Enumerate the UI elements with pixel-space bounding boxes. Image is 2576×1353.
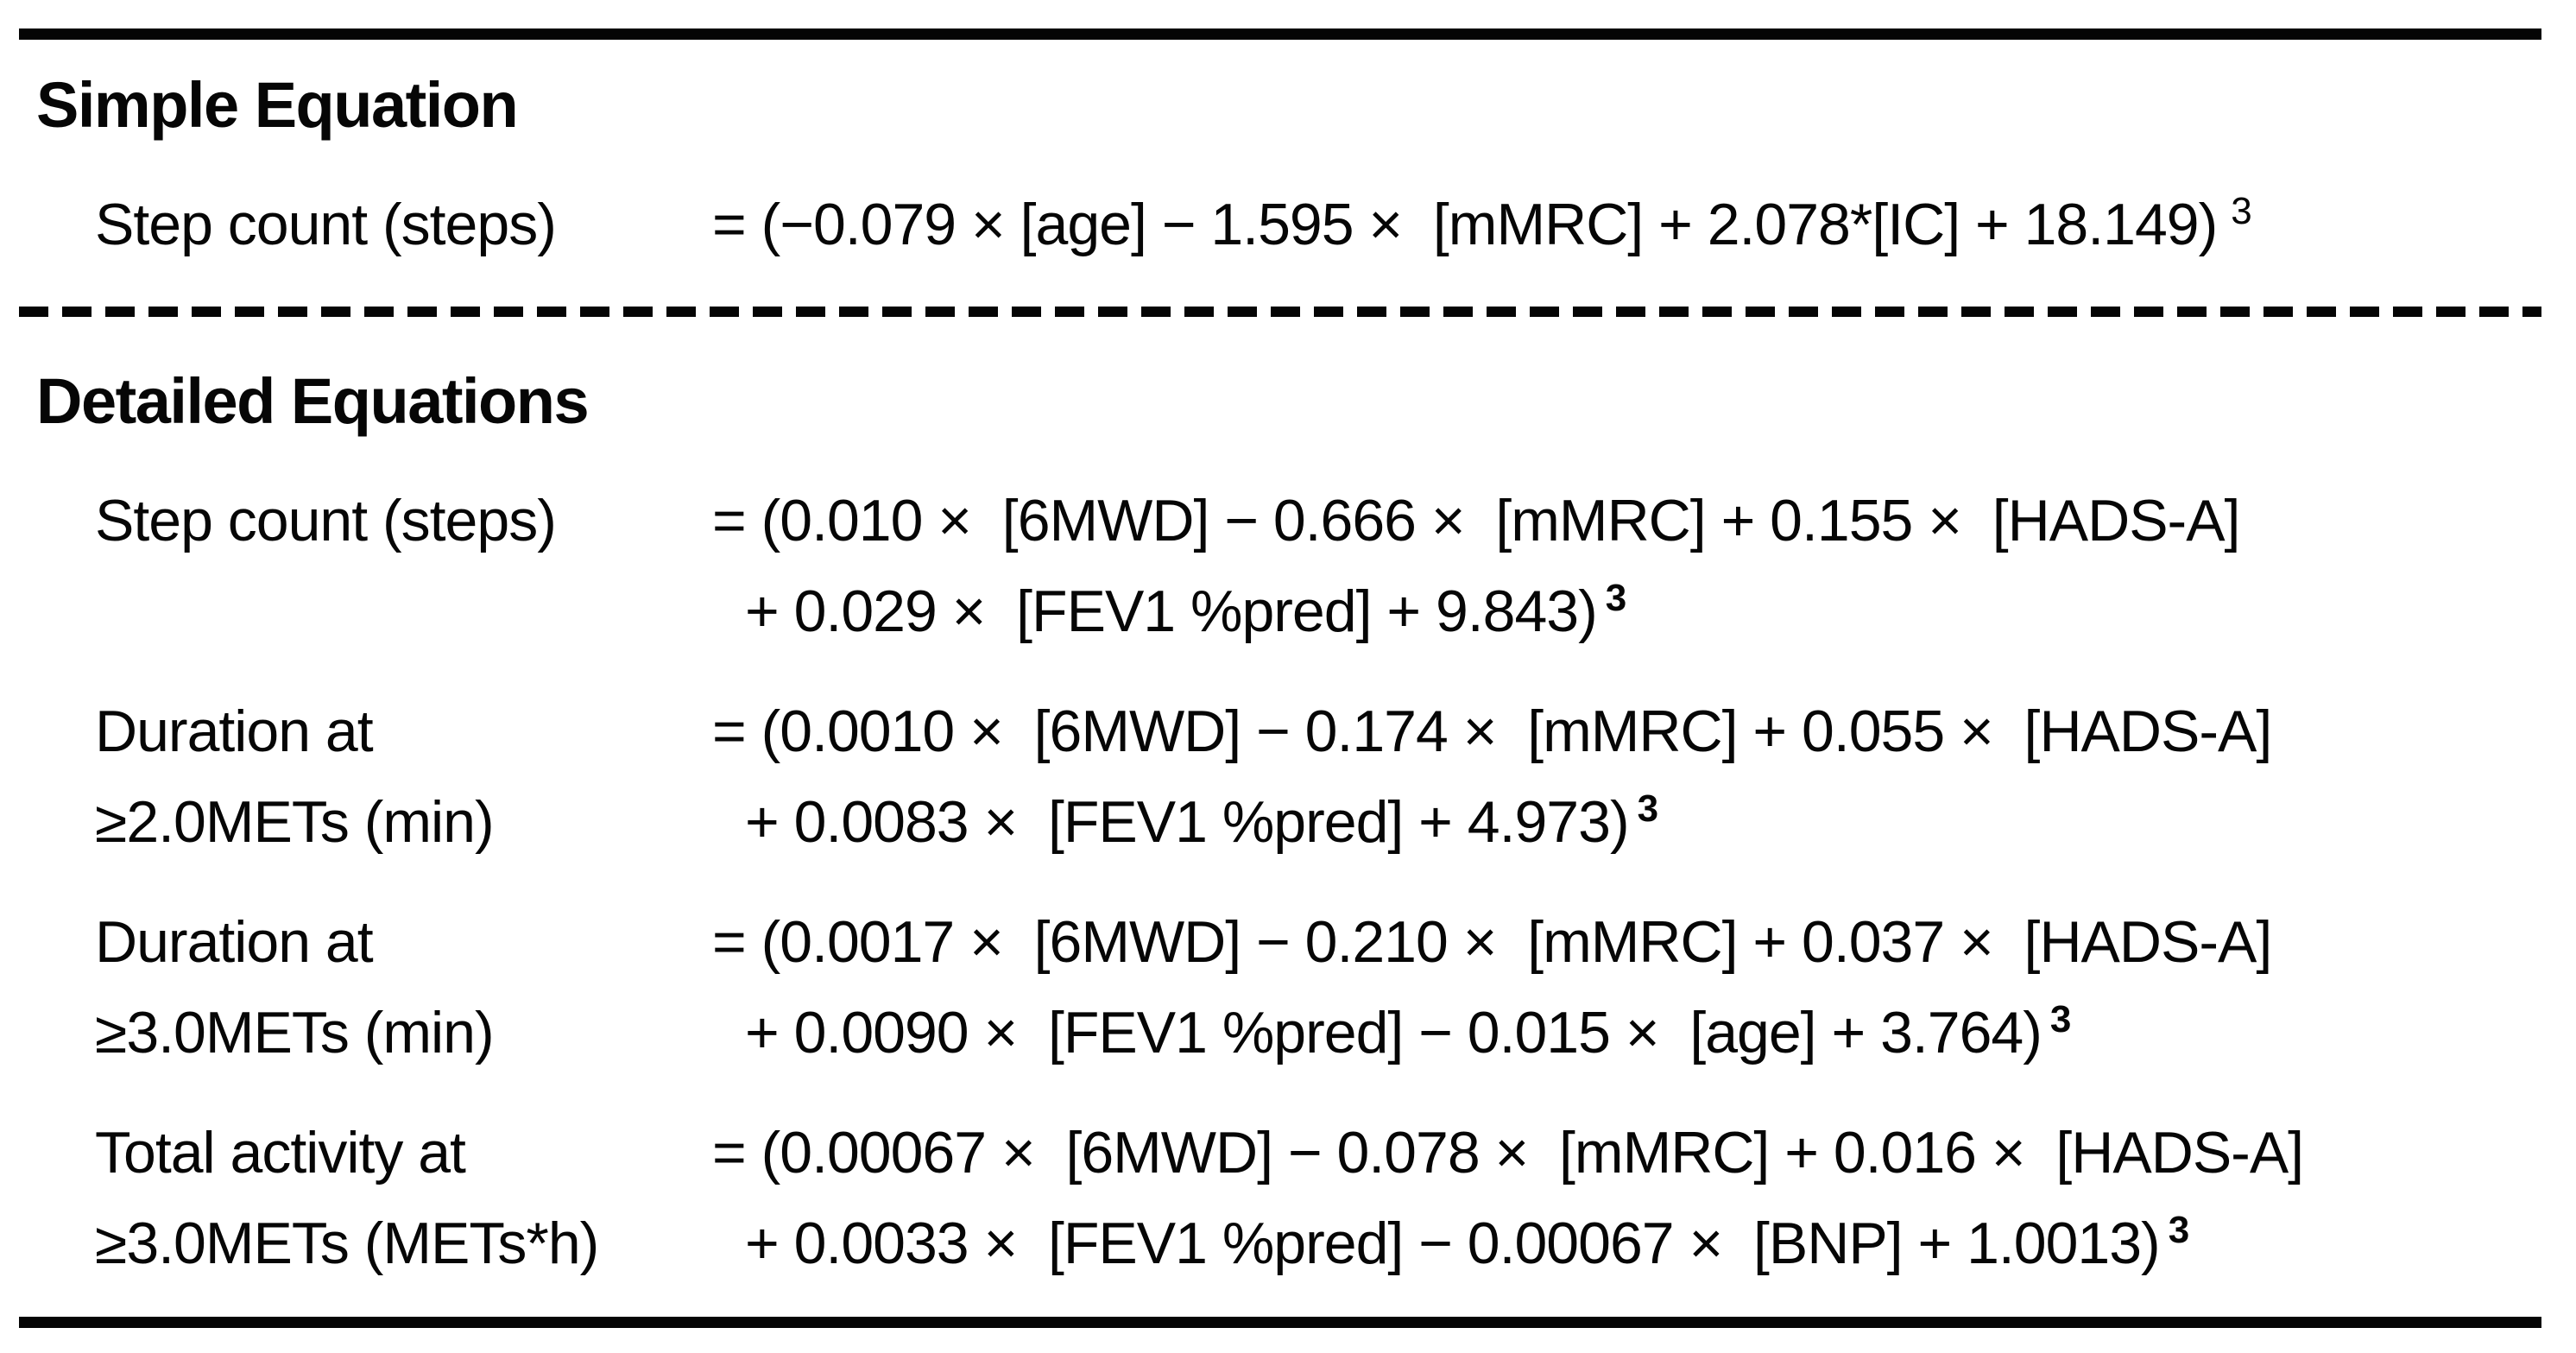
equation-row-step-count-simple: Step count (steps) = (−0.079 × [age] − 1… — [95, 180, 2541, 270]
equation-line: = (0.010 × [6MWD] − 0.666 × [mMRC] + 0.1… — [712, 476, 2541, 566]
equation-text: + 0.0090 × [FEV1 %pred] − 0.015 × [age] … — [745, 1000, 2042, 1065]
equation-row-duration-2mets: Duration at ≥2.0METs (min) = (0.0010 × [… — [95, 686, 2541, 868]
equation-row-duration-3mets: Duration at ≥3.0METs (min) = (0.0017 × [… — [95, 897, 2541, 1078]
outcome-label-line: Total activity at — [95, 1120, 466, 1185]
cube-exponent: 3 — [2168, 1209, 2190, 1252]
equation-line: = (0.0017 × [6MWD] − 0.210 × [mMRC] + 0.… — [712, 897, 2541, 988]
outcome-label: Duration at ≥2.0METs (min) — [95, 686, 712, 868]
equation-text: = (0.010 × [6MWD] − 0.666 × [mMRC] + 0.1… — [712, 488, 2240, 553]
outcome-label-line: Duration at — [95, 909, 374, 975]
outcome-label: Step count (steps) — [95, 180, 712, 270]
outcome-label: Step count (steps) — [95, 476, 712, 566]
equation-text: + 0.0083 × [FEV1 %pred] + 4.973) — [745, 789, 1630, 855]
equation-expression: = (−0.079 × [age] − 1.595 × [mMRC] + 2.0… — [712, 180, 2541, 270]
cube-exponent: 3 — [2231, 190, 2252, 233]
simple-equation-section: Simple Equation Step count (steps) = (−0… — [19, 66, 2541, 270]
equation-line: = (−0.079 × [age] − 1.595 × [mMRC] + 2.0… — [712, 180, 2541, 270]
bottom-rule — [19, 1317, 2541, 1328]
outcome-label-line: ≥2.0METs (min) — [95, 789, 495, 855]
equation-text: = (−0.079 × [age] − 1.595 × [mMRC] + 2.0… — [712, 192, 2218, 257]
equation-text: + 0.029 × [FEV1 %pred] + 9.843) — [745, 579, 1598, 644]
equation-line: = (0.00067 × [6MWD] − 0.078 × [mMRC] + 0… — [712, 1108, 2541, 1198]
equation-row-total-activity: Total activity at ≥3.0METs (METs*h) = (0… — [95, 1108, 2541, 1289]
cube-exponent: 3 — [1637, 787, 1659, 831]
equation-expression: = (0.0010 × [6MWD] − 0.174 × [mMRC] + 0.… — [712, 686, 2541, 868]
equation-line-continued: + 0.0090 × [FEV1 %pred] − 0.015 × [age] … — [712, 988, 2541, 1078]
outcome-label-line: Step count (steps) — [95, 488, 557, 553]
equation-line: = (0.0010 × [6MWD] − 0.174 × [mMRC] + 0.… — [712, 686, 2541, 777]
simple-equation-heading: Simple Equation — [36, 69, 519, 141]
outcome-label-line: Step count (steps) — [95, 192, 557, 257]
outcome-label-line: ≥3.0METs (min) — [95, 1000, 495, 1065]
outcome-label-line: Duration at — [95, 699, 374, 764]
cube-exponent: 3 — [2049, 998, 2072, 1041]
outcome-label: Duration at ≥3.0METs (min) — [95, 897, 712, 1078]
equation-expression: = (0.0017 × [6MWD] − 0.210 × [mMRC] + 0.… — [712, 897, 2541, 1078]
equation-row-step-count-detailed: Step count (steps) = (0.010 × [6MWD] − 0… — [95, 476, 2541, 657]
equation-text: = (0.00067 × [6MWD] − 0.078 × [mMRC] + 0… — [712, 1120, 2304, 1185]
equation-text: = (0.0010 × [6MWD] − 0.174 × [mMRC] + 0.… — [712, 699, 2272, 764]
outcome-label-line: ≥3.0METs (METs*h) — [95, 1211, 599, 1276]
dashed-divider — [19, 307, 2541, 317]
equation-expression: = (0.010 × [6MWD] − 0.666 × [mMRC] + 0.1… — [712, 476, 2541, 657]
detailed-equations-section: Detailed Equations Step count (steps) = … — [19, 362, 2541, 1289]
equation-text: = (0.0017 × [6MWD] − 0.210 × [mMRC] + 0.… — [712, 909, 2272, 975]
cube-exponent: 3 — [1605, 577, 1627, 620]
equation-line-continued: + 0.0083 × [FEV1 %pred] + 4.973) 3 — [712, 777, 2541, 868]
equation-text: + 0.0033 × [FEV1 %pred] − 0.00067 × [BNP… — [745, 1211, 2161, 1276]
top-rule — [19, 28, 2541, 40]
equation-line-continued: + 0.0033 × [FEV1 %pred] − 0.00067 × [BNP… — [712, 1198, 2541, 1289]
outcome-label: Total activity at ≥3.0METs (METs*h) — [95, 1108, 712, 1289]
detailed-equations-heading: Detailed Equations — [36, 365, 590, 437]
equation-expression: = (0.00067 × [6MWD] − 0.078 × [mMRC] + 0… — [712, 1108, 2541, 1289]
equation-line-continued: + 0.029 × [FEV1 %pred] + 9.843) 3 — [712, 566, 2541, 657]
